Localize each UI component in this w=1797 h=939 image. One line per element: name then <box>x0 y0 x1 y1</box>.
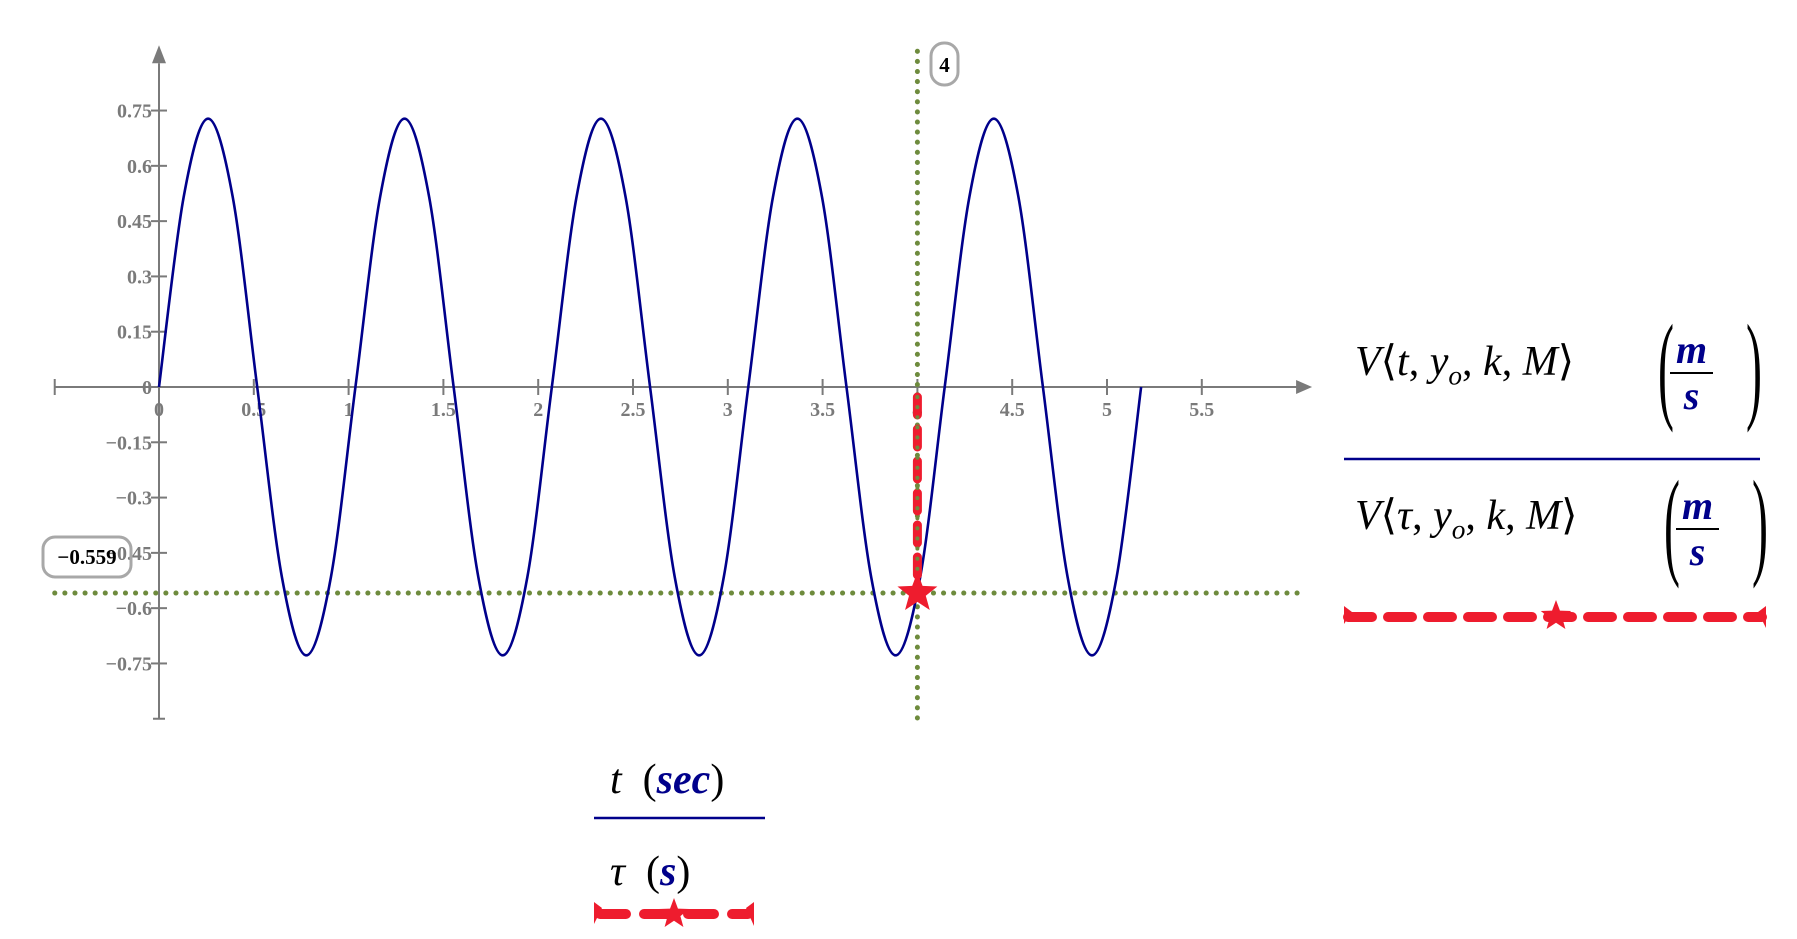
x-readout-box <box>929 41 960 87</box>
fn-name: V <box>1355 493 1381 539</box>
y-axis-arrow <box>152 45 166 64</box>
unit-denominator: s <box>1689 529 1706 574</box>
paren: ⟩ <box>1561 493 1578 539</box>
arg: t <box>1397 339 1409 385</box>
paren: ) <box>1745 300 1762 433</box>
comma: , <box>1465 493 1487 539</box>
arg-subscript: o <box>1451 514 1466 545</box>
x-tick-label: 2.5 <box>621 399 646 421</box>
y-tick-label: 0.3 <box>127 266 152 288</box>
paren: ) <box>1751 456 1768 589</box>
y-tick-label: 0.45 <box>117 211 152 233</box>
y-legend-star-icon <box>1540 600 1572 629</box>
arg: y <box>1433 493 1452 539</box>
paren: ( <box>642 757 657 803</box>
y-legend-entry-1[interactable]: V⟨t, yo, k, M⟩ <box>1355 336 1574 392</box>
arg: τ <box>1397 493 1413 539</box>
x-legend-entry-2[interactable]: τ (s) <box>610 848 690 896</box>
paren: ⟩ <box>1557 339 1575 385</box>
y-tick-label: 0 <box>142 377 152 399</box>
arg-subscript: o <box>1448 360 1463 391</box>
trace-2-star-marker <box>897 572 938 611</box>
trace-cursor[interactable] <box>52 48 1309 722</box>
x-tick-label: 1 <box>344 399 354 421</box>
comma: , <box>1462 339 1484 385</box>
comma: , <box>1412 493 1434 539</box>
comma: , <box>1505 493 1527 539</box>
tick-labels: 00.511.522.533.544.555.50.750.60.450.30.… <box>106 101 1215 676</box>
x-legend-star-icon <box>658 898 690 927</box>
comma: , <box>1408 339 1430 385</box>
y-tick-label: 0.15 <box>117 322 152 344</box>
comma: , <box>1501 339 1523 385</box>
x-legend-entry-1[interactable]: t (sec) <box>610 756 724 804</box>
x-unit: s <box>660 849 677 895</box>
x-tick-label: 4.5 <box>1000 399 1025 421</box>
x-unit: sec <box>656 757 711 803</box>
unit-denominator: s <box>1683 373 1700 418</box>
y-readout: −0.559 <box>57 545 116 569</box>
x-variable: τ <box>610 849 626 895</box>
paren: ( <box>646 849 661 895</box>
cursor-readouts: 4 −0.559 <box>41 41 960 579</box>
y-readout-box <box>41 535 133 579</box>
legend-lines <box>594 457 1767 927</box>
paren: ( <box>1657 300 1674 433</box>
paren: ( <box>1663 456 1680 589</box>
unit-numerator: m <box>1670 328 1714 374</box>
y-legend-entry-2[interactable]: V⟨τ, yo, k, M⟩ <box>1355 490 1577 546</box>
arg: M <box>1526 493 1562 539</box>
paren: ) <box>710 757 725 803</box>
y-tick-label: −0.75 <box>106 653 152 675</box>
x-tick-label: 2 <box>533 399 543 421</box>
x-tick-label: 5 <box>1102 399 1112 421</box>
x-axis-arrow <box>1296 380 1313 394</box>
fn-name: V <box>1355 339 1381 385</box>
x-tick-label: 3 <box>723 399 733 421</box>
paren: ) <box>676 849 691 895</box>
y-tick-label: −0.45 <box>106 543 152 565</box>
x-readout: 4 <box>939 53 950 77</box>
paren: ⟨ <box>1380 339 1398 385</box>
unit-numerator: m <box>1676 484 1720 530</box>
trace-1-line <box>157 117 1143 657</box>
x-variable: t <box>610 757 622 803</box>
traces <box>157 117 1143 657</box>
y-tick-label: −0.6 <box>116 598 152 620</box>
x-tick-label: 0 <box>154 399 164 421</box>
arg: k <box>1483 339 1502 385</box>
arg: M <box>1522 339 1558 385</box>
y-tick-label: 0.75 <box>117 101 152 123</box>
y-tick-label: −0.3 <box>116 488 152 510</box>
x-tick-label: 3.5 <box>810 399 835 421</box>
arg: y <box>1429 339 1449 385</box>
arg: k <box>1486 493 1506 539</box>
x-tick-label: 5.5 <box>1189 399 1214 421</box>
x-tick-label: 1.5 <box>431 399 456 421</box>
y-tick-label: 0.6 <box>127 156 152 178</box>
x-tick-label: 0.5 <box>241 399 266 421</box>
y-tick-label: −0.15 <box>106 432 152 454</box>
paren: ⟨ <box>1380 493 1398 539</box>
